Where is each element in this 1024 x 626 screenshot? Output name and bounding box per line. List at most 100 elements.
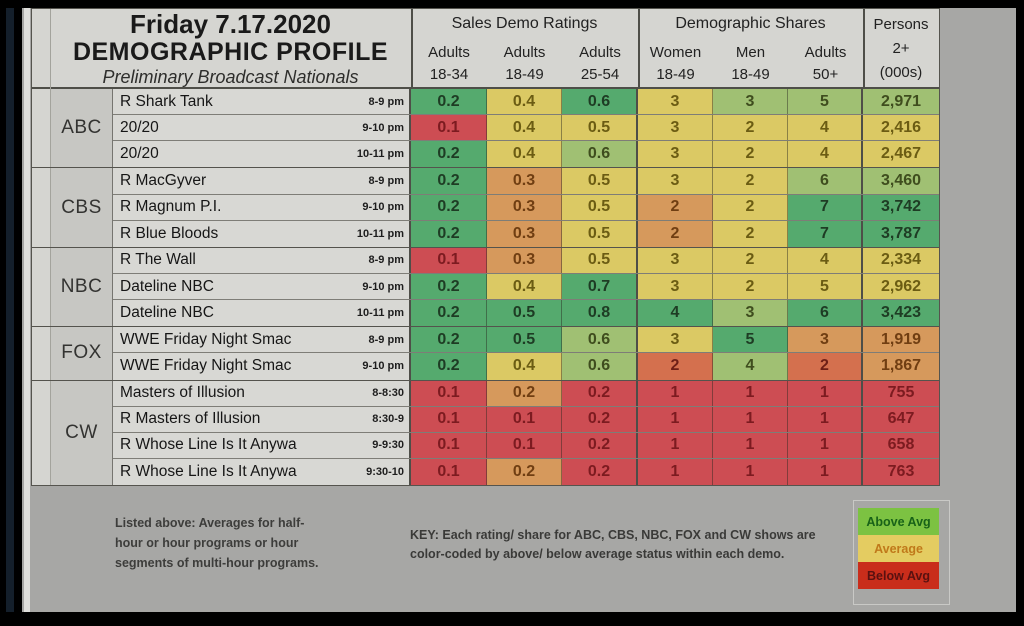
share-cell: 3 (638, 115, 713, 141)
program-cell: R MacGyver 8-9 pm (113, 168, 411, 194)
program-row: R Blue Bloods 10-11 pm 0.2 0.3 0.5 2 2 7 3,787 (113, 220, 939, 247)
share-cell: 5 (788, 273, 863, 300)
color-legend: Above Avg Average Below Avg (858, 508, 939, 589)
network-label: CW (50, 380, 113, 486)
program-name: Dateline NBC (120, 304, 214, 322)
col-header-line: 50+ (812, 66, 839, 83)
time-slot: 9-10 pm (362, 121, 404, 134)
share-cell: 5 (713, 327, 788, 353)
rating-cell: 0.2 (411, 327, 487, 353)
share-cell: 1 (713, 380, 788, 406)
share-cell: 3 (638, 141, 713, 168)
col-header-adults-18-34: Adults 18-34 (411, 42, 487, 86)
persons-cell: 2,467 (863, 141, 939, 168)
share-cell: 2 (638, 194, 713, 220)
rating-cell: 0.5 (562, 168, 638, 194)
rating-cell: 0.5 (487, 327, 562, 353)
rating-cell: 0.2 (411, 194, 487, 220)
report-title-block: Friday 7.17.2020 DEMOGRAPHIC PROFILE Pre… (50, 10, 411, 88)
col-header-women-18-49: Women 18-49 (638, 42, 713, 86)
persons-cell: 755 (863, 380, 939, 406)
network-label: NBC (50, 247, 113, 327)
network-label: FOX (50, 327, 113, 380)
rating-cell: 0.4 (487, 89, 562, 115)
table-header: Friday 7.17.2020 DEMOGRAPHIC PROFILE Pre… (32, 9, 939, 89)
share-cell: 2 (713, 115, 788, 141)
left-edge-strip (6, 8, 14, 612)
time-slot: 10-11 pm (356, 227, 404, 240)
rating-cell: 0.1 (487, 406, 562, 432)
key-text: KEY: Each rating/ share for ABC, CBS, NB… (410, 526, 890, 564)
rating-cell: 0.4 (487, 115, 562, 141)
legend-panel: Above Avg Average Below Avg (853, 500, 950, 605)
program-name: WWE Friday Night Smac (120, 357, 292, 375)
program-name: WWE Friday Night Smac (120, 330, 292, 348)
channel-group: CBS R MacGyver 8-9 pm 0.2 0.3 0.5 3 2 6 3,460 R Ma… (32, 168, 939, 248)
rating-cell: 0.1 (411, 247, 487, 273)
col-header-adults-25-54: Adults 25-54 (562, 42, 638, 86)
time-slot: 9-9:30 (372, 439, 404, 452)
share-cell: 3 (713, 89, 788, 115)
rating-cell: 0.3 (487, 247, 562, 273)
table-body: ABC R Shark Tank 8-9 pm 0.2 0.4 0.6 3 3 5 2,971 20… (32, 89, 939, 486)
program-name: R The Wall (120, 251, 196, 269)
rating-cell: 0.1 (411, 432, 487, 458)
time-slot: 10-11 pm (356, 307, 404, 320)
program-cell: 20/20 10-11 pm (113, 141, 411, 168)
col-header-men-18-49: Men 18-49 (713, 42, 788, 86)
rating-cell: 0.5 (562, 220, 638, 247)
rating-cell: 0.4 (487, 141, 562, 168)
group-rows: R MacGyver 8-9 pm 0.2 0.3 0.5 3 2 6 3,460 R Magnu… (113, 168, 939, 247)
share-cell: 2 (713, 220, 788, 247)
program-name: R Shark Tank (120, 92, 213, 110)
col-header-line: Men (735, 44, 766, 61)
program-cell: WWE Friday Night Smac 8-9 pm (113, 327, 411, 353)
col-header-adults-50plus: Adults 50+ (788, 42, 863, 86)
left-gutter (32, 327, 50, 379)
left-gutter (32, 248, 50, 326)
share-cell: 7 (788, 194, 863, 220)
network-label: CBS (50, 168, 113, 247)
program-row: Masters of Illusion 8-8:30 0.1 0.2 0.2 1 1 1 755 (113, 380, 939, 407)
report-date: Friday 7.17.2020 (130, 9, 331, 39)
network-label: ABC (50, 89, 113, 168)
share-cell: 1 (788, 432, 863, 458)
share-cell: 2 (713, 194, 788, 220)
video-frame: Friday 7.17.2020 DEMOGRAPHIC PROFILE Pre… (22, 8, 1016, 612)
rating-cell: 0.2 (411, 300, 487, 327)
rating-cell: 0.7 (562, 273, 638, 300)
rating-cell: 0.2 (411, 273, 487, 300)
persons-cell: 1,867 (863, 353, 939, 380)
left-gutter (32, 381, 50, 486)
col-header-line: 25-54 (580, 66, 620, 83)
program-row: R Magnum P.I. 9-10 pm 0.2 0.3 0.5 2 2 7 3,742 (113, 194, 939, 221)
share-cell: 4 (638, 300, 713, 327)
col-header-line: Adults (804, 44, 847, 61)
col-header-line: 18-49 (731, 66, 770, 83)
program-cell: Masters of Illusion 8-8:30 (113, 380, 411, 406)
group-rows: R Shark Tank 8-9 pm 0.2 0.4 0.6 3 3 5 2,971 20/20… (113, 89, 939, 168)
share-cell: 3 (638, 273, 713, 300)
rating-cell: 0.4 (487, 353, 562, 380)
program-cell: Dateline NBC 10-11 pm (113, 300, 411, 327)
share-cell: 1 (788, 458, 863, 486)
program-name: R Magnum P.I. (120, 198, 222, 216)
program-name: Masters of Illusion (120, 384, 245, 402)
key-text-line: color-coded by above/ below average stat… (410, 547, 785, 561)
footer-note: Listed above: Averages for half- hour or… (115, 513, 370, 573)
demographic-shares-header: Demographic Shares (675, 15, 826, 32)
share-cell: 3 (638, 89, 713, 115)
program-row: 20/20 9-10 pm 0.1 0.4 0.5 3 2 4 2,416 (113, 115, 939, 142)
program-name: R Whose Line Is It Anywa (120, 436, 297, 454)
sales-demo-ratings-header: Sales Demo Ratings (451, 15, 598, 32)
group-rows: WWE Friday Night Smac 8-9 pm 0.2 0.5 0.6 3 5 3 1… (113, 327, 939, 380)
shares-subcolumns: Women 18-49 Men 18-49 Adults 50+ (638, 42, 863, 86)
rating-cell: 0.2 (411, 168, 487, 194)
share-cell: 2 (713, 141, 788, 168)
share-cell: 1 (638, 380, 713, 406)
sheet-left-edge (24, 8, 30, 612)
share-cell: 2 (788, 353, 863, 380)
time-slot: 8-9 pm (368, 254, 404, 267)
share-cell: 1 (713, 406, 788, 432)
program-cell: R Masters of Illusion 8:30-9 (113, 406, 411, 432)
